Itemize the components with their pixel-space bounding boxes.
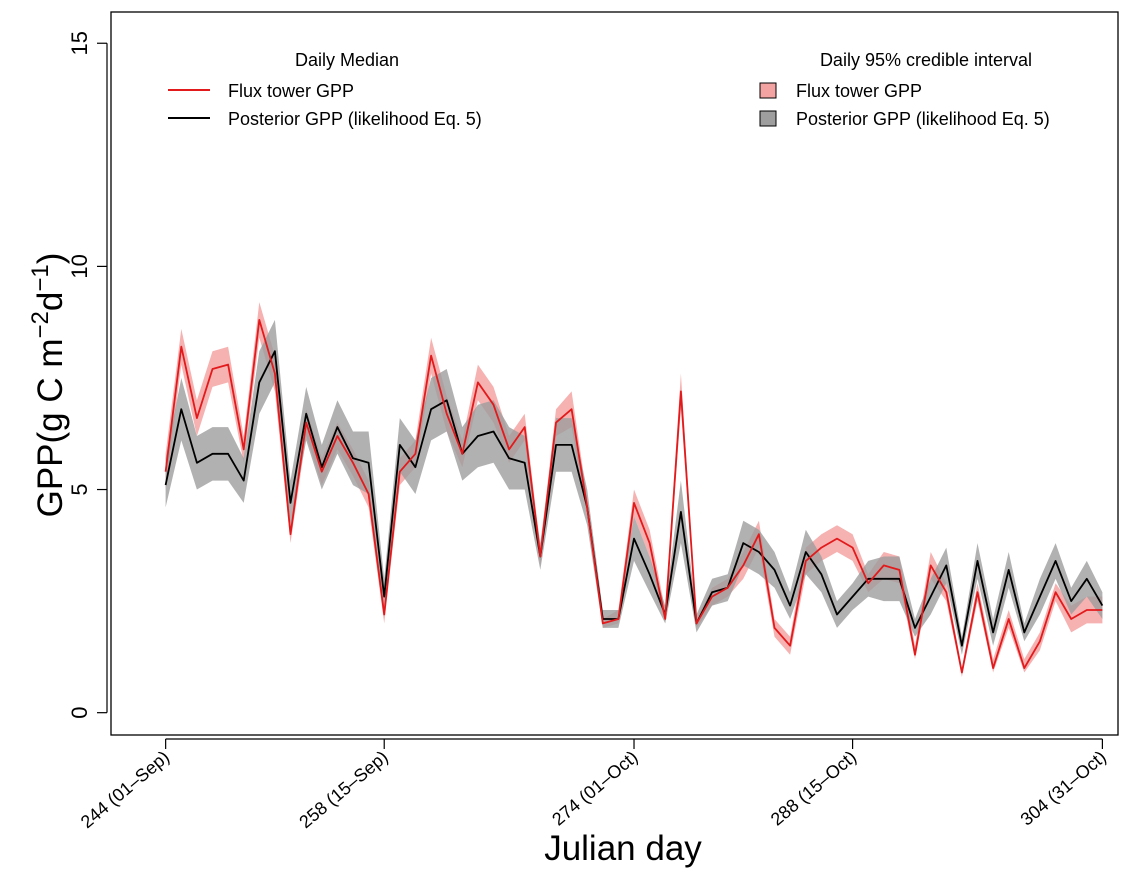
flux-median-line	[164, 318, 1103, 674]
y-tick-label: 0	[67, 707, 92, 719]
y-axis: 0 5 10 15	[67, 31, 108, 719]
legend-median: Daily Median Flux tower GPP Posterior GP…	[168, 50, 482, 129]
legend-posterior-band-label: Posterior GPP (likelihood Eq. 5)	[796, 109, 1050, 129]
x-tick-label: 258 (15–Sep)	[295, 747, 391, 832]
median-lines	[164, 318, 1104, 674]
legend-posterior-label: Posterior GPP (likelihood Eq. 5)	[228, 109, 482, 129]
x-axis: 244 (01–Sep) 258 (15–Sep) 274 (01–Oct) 288 …	[77, 738, 1110, 832]
legend-interval: Daily 95% credible interval Flux tower G…	[759, 50, 1050, 129]
plot-frame	[110, 11, 1119, 736]
legend-flux-band-swatch	[759, 82, 777, 99]
y-tick-label: 15	[67, 31, 92, 55]
x-tick-label: 288 (15–Oct)	[767, 747, 860, 830]
flux-interval-band	[165, 302, 1103, 677]
x-tick-label: 244 (01–Sep)	[77, 747, 173, 832]
legend-posterior-band-swatch	[759, 110, 777, 127]
x-tick-label: 274 (01–Oct)	[548, 747, 641, 830]
y-tick-label: 5	[67, 483, 92, 495]
legend-flux-band-label: Flux tower GPP	[796, 81, 922, 101]
x-axis-label: Julian day	[544, 829, 702, 868]
legend-interval-title: Daily 95% credible interval	[820, 50, 1032, 70]
legend-median-title: Daily Median	[295, 50, 399, 70]
y-tick-label: 10	[67, 254, 92, 278]
legend-flux-label: Flux tower GPP	[228, 81, 354, 101]
x-tick-label: 304 (31–Oct)	[1017, 747, 1110, 830]
credible-interval-bands	[165, 302, 1103, 677]
posterior-interval-band	[165, 319, 1103, 655]
y-axis-label: GPP(g C m−2d−1)	[27, 253, 70, 518]
posterior-median-line	[164, 350, 1104, 647]
